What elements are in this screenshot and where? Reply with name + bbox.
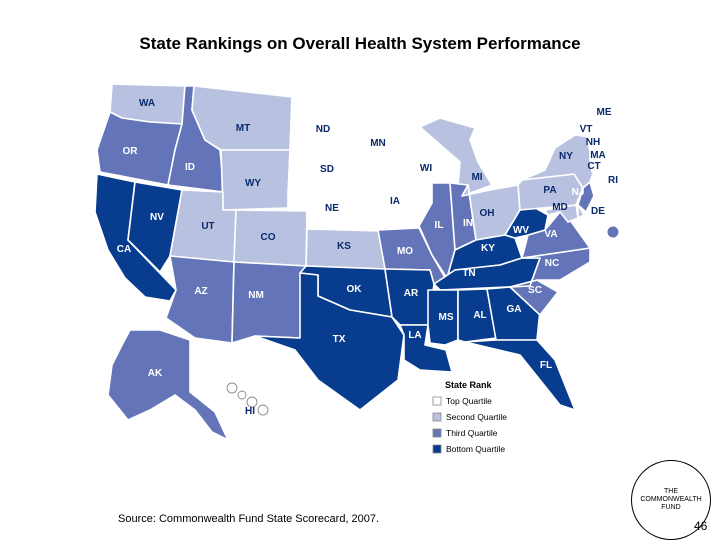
hi-island-3 [246,396,258,408]
state-label-nm: NM [248,290,264,301]
state-mi [419,117,493,197]
legend-swatch-bottom [432,444,442,454]
legend-label-third: Third Quartile [446,428,498,438]
state-la [399,324,453,373]
source-note: Source: Commonwealth Fund State Scorecar… [118,513,380,525]
state-label-ks: KS [337,241,351,252]
state-label-vt: VT [580,124,593,135]
legend-label-top: Top Quartile [446,396,492,406]
state-label-id: ID [185,162,195,173]
state-label-mo: MO [397,246,413,257]
state-nm [231,261,307,344]
state-label-mn: MN [370,138,386,149]
state-label-tn: TN [462,268,475,279]
legend-title: State Rank [445,380,493,390]
state-label-ky: KY [481,243,495,254]
state-label-wa: WA [139,98,155,109]
state-label-ia: IA [390,196,400,207]
states-layer [94,77,637,441]
state-label-me: ME [597,107,612,118]
state-label-pa: PA [543,185,556,196]
state-tx [254,272,405,411]
state-label-nc: NC [545,258,559,269]
state-label-ms: MS [439,312,454,323]
state-ri [603,161,611,171]
state-ak [107,329,229,441]
map-title: State Rankings on Overall Health System … [139,34,581,53]
state-label-ny: NY [559,151,573,162]
state-label-de: DE [591,206,605,217]
state-me [601,77,637,136]
legend-swatch-top [432,396,442,406]
state-label-ga: GA [507,304,522,315]
hi-island-1 [226,382,238,394]
state-label-wv: WV [513,225,529,236]
state-label-wy: WY [245,178,261,189]
state-label-ma: MA [590,150,606,161]
state-label-ar: AR [404,288,419,299]
state-label-sd: SD [320,164,334,175]
state-label-il: IL [435,220,444,231]
state-ma [589,149,621,163]
state-or [96,111,183,186]
state-label-mi: MI [471,172,482,183]
state-az [165,255,235,344]
state-label-ak: AK [148,368,163,379]
hi-island-2 [237,390,247,400]
hi-island-4 [257,404,269,416]
state-de [577,204,585,219]
state-nj [577,181,595,213]
state-label-ct: CT [587,161,600,172]
state-label-in: IN [463,218,473,229]
state-label-mt: MT [236,123,250,134]
legend-label-bottom: Bottom Quartile [446,444,505,454]
dc-marker [607,226,619,238]
state-label-va: VA [544,229,557,240]
state-al [457,288,497,343]
state-label-la: LA [408,330,421,341]
state-label-fl: FL [540,360,552,371]
state-label-co: CO [261,232,276,243]
state-hi [275,415,293,437]
state-label-nj: NJ [572,187,585,198]
state-mt [191,85,293,151]
state-label-ne: NE [325,203,339,214]
state-label-nv: NV [150,212,164,223]
state-label-ri: RI [608,175,618,186]
state-label-md: MD [552,202,568,213]
legend: State Rank Top Quartile Second Quartile … [432,380,507,454]
state-nv [127,181,183,273]
state-label-or: OR [123,146,139,157]
state-nc [509,247,591,288]
state-label-nd: ND [316,124,330,135]
legend-swatch-third [432,428,442,438]
state-label-ut: UT [201,221,214,232]
legend-label-second: Second Quartile [446,412,507,422]
state-label-tx: TX [333,334,346,345]
state-fl [464,339,576,411]
legend-swatch-second [432,412,442,422]
logo-text: THE COMMONWEALTH FUND [640,488,702,511]
state-label-wi: WI [420,163,432,174]
state-label-sc: SC [528,285,542,296]
state-label-ca: CA [117,244,131,255]
state-label-oh: OH [480,208,495,219]
state-label-nh: NH [586,137,600,148]
state-label-hi: HI [245,406,255,417]
state-md [544,204,579,223]
state-label-az: AZ [194,286,207,297]
commonwealth-fund-logo: THE COMMONWEALTH FUND [631,460,711,540]
page-number: 46 [694,519,708,533]
state-label-al: AL [473,310,486,321]
labels-layer: WA OR CA NV ID MT WY UT CO AZ NM ND SD NE KS OK TX MN IA MO… [117,98,618,417]
state-ct [589,159,605,173]
state-label-ok: OK [347,284,363,295]
